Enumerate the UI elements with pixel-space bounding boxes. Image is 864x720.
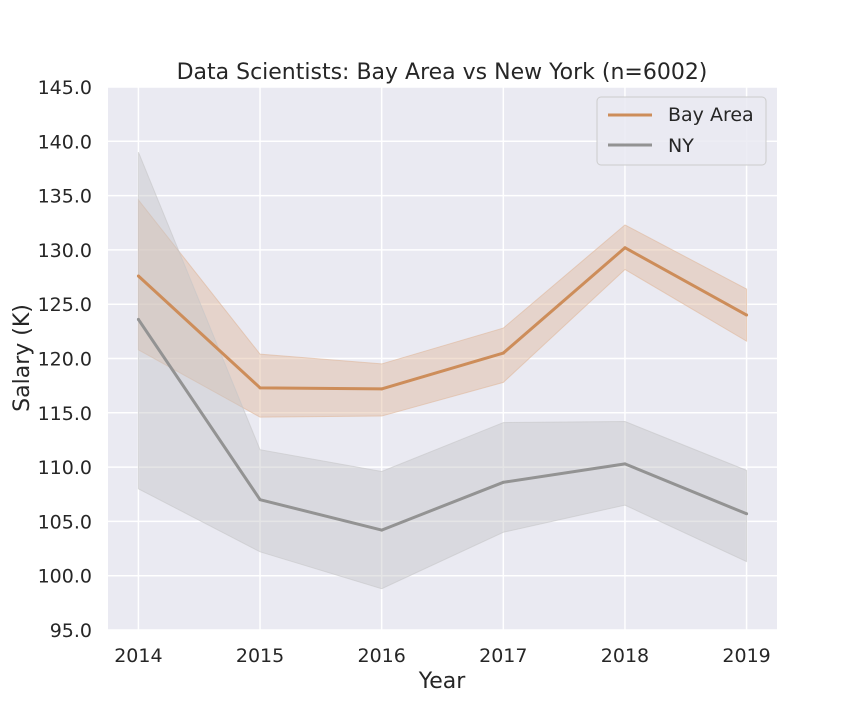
data-point-bay-area <box>380 387 384 391</box>
y-tick-label: 125.0 <box>38 294 92 316</box>
legend-label-ny: NY <box>668 135 694 157</box>
x-axis-label: Year <box>418 669 467 694</box>
chart-title: Data Scientists: Bay Area vs New York (n… <box>177 60 708 85</box>
y-tick-label: 120.0 <box>38 349 92 371</box>
y-tick-label: 135.0 <box>38 186 92 208</box>
x-tick-labels: 2014 2015 2016 2017 2018 2019 <box>114 645 771 667</box>
data-point-bay-area <box>258 386 262 390</box>
y-tick-label: 110.0 <box>38 457 92 479</box>
data-point-ny <box>745 512 749 516</box>
x-tick-label: 2015 <box>236 645 284 667</box>
x-tick-label: 2014 <box>114 645 162 667</box>
data-point-ny <box>136 317 140 321</box>
confidence-bands <box>137 151 748 590</box>
y-tick-label: 105.0 <box>38 511 92 533</box>
y-tick-labels: 95.0 100.0 105.0 110.0 115.0 120.0 125.0 130.0 1… <box>38 77 92 642</box>
x-tick-label: 2019 <box>722 645 770 667</box>
y-tick-label: 95.0 <box>50 620 92 642</box>
x-tick-label: 2017 <box>479 645 527 667</box>
y-tick-label: 115.0 <box>38 403 92 425</box>
data-point-bay-area <box>623 246 627 250</box>
data-point-bay-area <box>136 274 140 278</box>
y-tick-label: 100.0 <box>38 566 92 588</box>
x-tick-label: 2018 <box>601 645 649 667</box>
ci-band-ny <box>137 151 748 590</box>
series-line-ny <box>137 318 748 532</box>
data-point-ny <box>380 528 384 532</box>
series-lines <box>136 246 749 532</box>
x-tick-label: 2016 <box>358 645 406 667</box>
ci-band-bay-area <box>137 198 748 418</box>
data-point-ny <box>501 480 505 484</box>
legend-label-bay-area: Bay Area <box>668 104 754 126</box>
y-tick-label: 140.0 <box>38 131 92 153</box>
data-point-bay-area <box>501 351 505 355</box>
series-line-bay-area <box>137 246 748 391</box>
y-axis-label: Salary (K) <box>10 304 35 412</box>
legend: Bay Area NY <box>596 96 767 166</box>
y-tick-label: 145.0 <box>38 77 92 99</box>
y-tick-label: 130.0 <box>38 240 92 262</box>
data-point-ny <box>258 498 262 502</box>
data-point-bay-area <box>745 313 749 317</box>
data-point-ny <box>623 462 627 466</box>
